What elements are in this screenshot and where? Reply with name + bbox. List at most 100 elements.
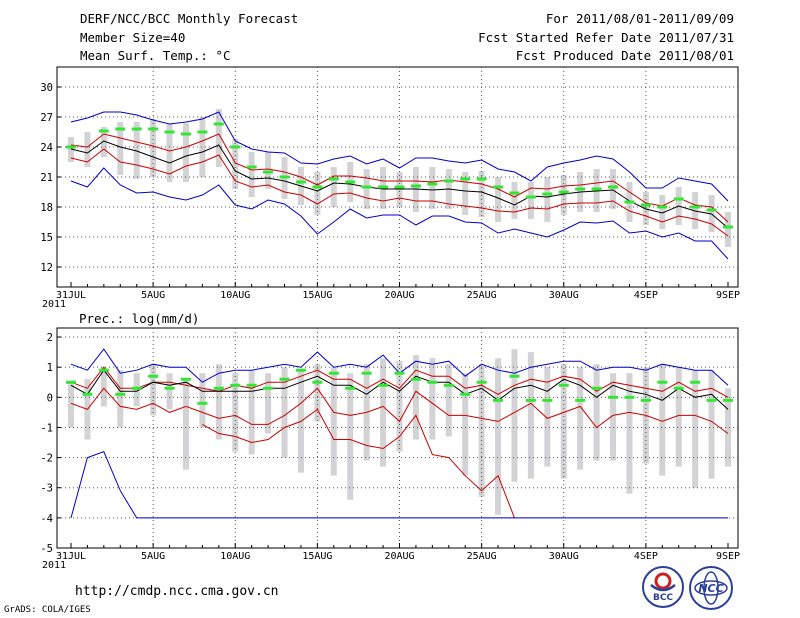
observed-marker — [180, 132, 191, 136]
x-tick-label: 4SEP — [634, 551, 658, 562]
ensemble-box — [166, 124, 173, 182]
x-tick-label: 25AUG — [467, 290, 497, 301]
ensemble-box — [462, 172, 469, 215]
observed-marker — [476, 177, 487, 181]
member-size-label: Member Size=40 — [80, 30, 186, 45]
observed-marker — [394, 371, 405, 375]
ensemble-box — [84, 132, 91, 167]
ensemble-box — [610, 169, 617, 209]
ensemble-box — [527, 352, 534, 479]
ensemble-box — [511, 349, 518, 482]
ncc-logo: NCC — [689, 566, 733, 610]
ensemble-box — [117, 122, 124, 175]
ensemble-box — [199, 117, 206, 177]
ensemble-box — [133, 373, 140, 407]
observed-marker — [345, 386, 356, 390]
observed-marker — [690, 205, 701, 209]
precipitation-panel: -5 -4 -3 -2 -1 0 1 2 31JUL 5AUG 10AUG 15AUG 20AUG 25A… — [40, 311, 740, 571]
bcc-logo: BCC — [642, 566, 684, 608]
ensemble-box — [659, 195, 666, 229]
ensemble-box — [659, 364, 666, 476]
y-tick-label: 0 — [47, 392, 53, 404]
observed-marker — [98, 129, 109, 133]
y-tick-label: 12 — [40, 262, 53, 274]
ensemble-box — [68, 382, 74, 428]
y-tick-label: 18 — [40, 202, 53, 214]
x-tick-label: 20AUG — [384, 551, 414, 562]
ensemble-box — [478, 364, 485, 497]
observed-marker — [378, 185, 389, 189]
ensemble-box — [495, 358, 502, 515]
y-tick-label: 21 — [40, 172, 53, 184]
ensemble-box — [478, 171, 485, 217]
observed-marker — [246, 165, 257, 169]
series-lower-line — [70, 387, 729, 434]
grads-credit: GrADS: COLA/IGES — [4, 605, 91, 615]
observed-marker — [443, 383, 454, 387]
ensemble-box — [692, 370, 699, 488]
series-lower_tail-line — [202, 408, 515, 519]
ensemble-box — [199, 373, 206, 428]
y-tick-label: 15 — [40, 232, 53, 244]
observed-marker — [657, 205, 668, 209]
series-lower-line — [70, 148, 729, 237]
ensemble-box — [100, 367, 107, 407]
ensemble-box — [725, 212, 731, 247]
observed-marker — [640, 398, 651, 402]
observed-marker — [164, 130, 175, 134]
observed-marker — [558, 383, 569, 387]
observed-marker — [410, 377, 421, 381]
series-max-line — [70, 111, 729, 202]
ensemble-box — [577, 367, 584, 470]
observed-marker — [443, 179, 454, 183]
ensemble-box — [117, 370, 124, 428]
observed-marker — [509, 374, 520, 378]
observed-marker — [115, 392, 126, 396]
x-tick-label: 5AUG — [141, 290, 165, 301]
observed-marker — [328, 371, 339, 375]
ensemble-box — [215, 364, 222, 440]
y-tick-label: 1 — [47, 362, 53, 374]
series-mean-line — [70, 140, 729, 229]
observed-marker — [295, 368, 306, 372]
ensemble-box — [593, 364, 600, 461]
x-tick-label: 31JUL — [56, 290, 86, 301]
ncc-logo-text: NCC — [698, 582, 723, 595]
observed-marker — [312, 380, 323, 384]
observed-marker — [263, 170, 274, 174]
observed-marker — [690, 380, 701, 384]
fcst-started-date: Fcst Started Refer Date 2011/07/31 — [478, 30, 734, 45]
observed-marker — [608, 395, 619, 399]
observed-marker — [657, 380, 668, 384]
observed-marker — [328, 177, 339, 181]
x-year-label: 2011 — [42, 560, 66, 571]
observed-marker — [213, 386, 224, 390]
observed-marker — [295, 180, 306, 184]
source-url: http://cmdp.ncc.cma.gov.cn — [75, 584, 279, 599]
observed-marker — [197, 130, 208, 134]
ensemble-box — [412, 355, 419, 440]
ensemble-box — [725, 388, 731, 467]
y-tick-label: -5 — [40, 543, 53, 555]
x-year-label: 2011 — [42, 299, 66, 310]
observed-marker — [525, 398, 536, 402]
x-tick-label: 15AUG — [302, 551, 332, 562]
ensemble-box — [182, 379, 189, 470]
x-tick-label: 30AUG — [549, 290, 579, 301]
y-tick-label: 2 — [47, 332, 53, 344]
forecast-period: For 2011/08/01-2011/09/09 — [545, 11, 734, 26]
ensemble-box — [610, 373, 617, 461]
observed-marker — [591, 386, 602, 390]
ensemble-box — [330, 167, 337, 207]
ensemble-box — [150, 364, 157, 416]
x-tick-label: 15AUG — [302, 290, 332, 301]
observed-marker — [66, 380, 76, 384]
observed-marker — [410, 184, 421, 188]
ensemble-box — [544, 177, 551, 222]
observed-marker — [608, 185, 619, 189]
observed-marker — [673, 386, 684, 390]
ensemble-box — [248, 152, 255, 197]
x-tick-label: 31JUL — [56, 551, 86, 562]
observed-marker — [197, 401, 208, 405]
